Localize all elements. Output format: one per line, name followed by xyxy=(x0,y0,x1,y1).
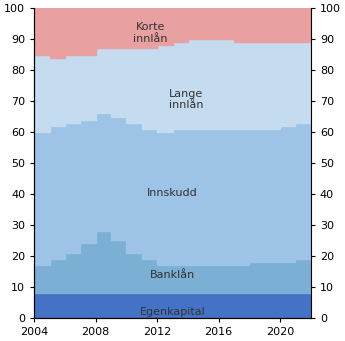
Text: Lange
innlån: Lange innlån xyxy=(169,89,204,110)
Text: Korte
innlån: Korte innlån xyxy=(133,22,168,44)
Text: Innskudd: Innskudd xyxy=(147,188,198,198)
Text: Egenkapital: Egenkapital xyxy=(140,307,205,317)
Text: Banklån: Banklån xyxy=(150,270,195,280)
